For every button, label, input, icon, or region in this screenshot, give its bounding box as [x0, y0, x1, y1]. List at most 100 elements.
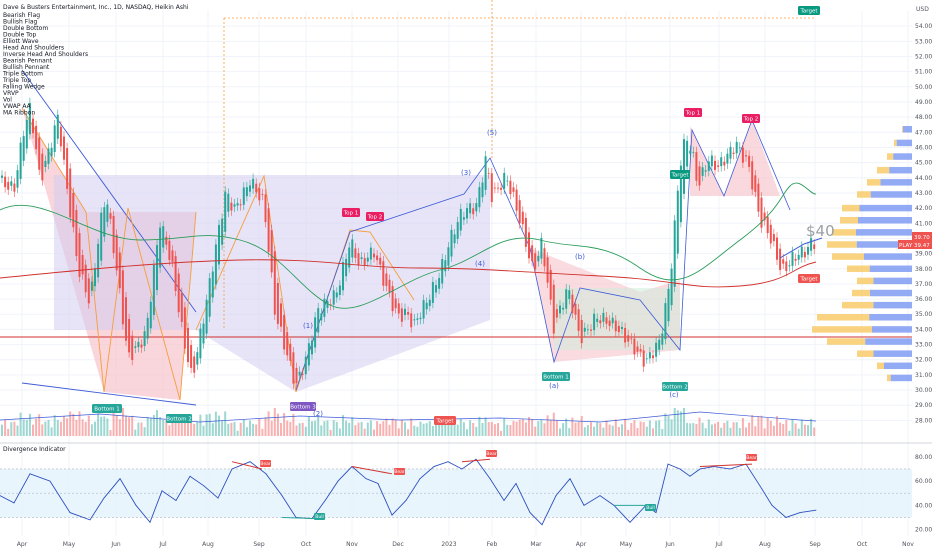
volume-bar [565, 418, 568, 436]
volume-bar [664, 413, 667, 436]
candle-body [518, 200, 521, 224]
candle-body [726, 153, 729, 164]
volume-bar [78, 411, 81, 436]
bottom-3-tag: Bottom 3 [290, 402, 316, 411]
volume-bar [112, 412, 115, 436]
candle-body [435, 285, 437, 293]
indicator-point [49, 480, 51, 482]
candle-body [698, 166, 701, 186]
divergence-tag: Bear [260, 460, 271, 467]
volume-bar [518, 419, 521, 436]
volume-bar [642, 422, 645, 436]
volume-bar [704, 428, 707, 436]
volume-bar [75, 419, 78, 436]
volume-bar [121, 408, 124, 436]
price-tag-text: 39.47 [914, 243, 930, 249]
volume-bar [679, 411, 682, 436]
candle-body [583, 327, 586, 332]
profile-bar-buy [869, 314, 912, 321]
bottom-1-tag: Bottom 1 [542, 372, 570, 381]
candle-body [695, 152, 698, 181]
candle-body [419, 317, 422, 320]
volume-bar [707, 419, 710, 436]
volume-bar [497, 423, 499, 436]
profile-bar-sell [857, 277, 874, 285]
volume-bar [779, 422, 782, 436]
volume-bar [813, 427, 816, 436]
volume-bar [385, 418, 388, 436]
profile-bar-sell [842, 301, 874, 309]
candle-body [283, 315, 286, 350]
indicator-axis[interactable]: 80.00 60.00 40.00 20.00 [915, 454, 932, 534]
price-tick-label: 29.00 [915, 402, 932, 409]
price-tick-label: 46.00 [915, 144, 932, 151]
volume-bar [503, 418, 506, 436]
indicator-label: VRVP [3, 90, 19, 97]
candle-body [286, 332, 289, 356]
profile-bar-buy [864, 253, 912, 260]
price-axis[interactable]: USD 54.00 53.00 52.00 51.00 50.00 49.00 48.00 4… [915, 6, 932, 424]
profile-bar-buy [873, 277, 912, 285]
candle-body [751, 161, 754, 190]
volume-bar [810, 418, 813, 436]
price-tick-label: 31.00 [915, 372, 932, 379]
price-tick-label: 50.00 [915, 84, 932, 91]
candle-body [686, 140, 689, 167]
indicator-label: Double Bottom [3, 25, 48, 32]
candle-body [794, 258, 797, 261]
volume-bar [667, 416, 670, 436]
candle-body [292, 352, 295, 384]
candle-body [769, 224, 772, 244]
volume-bar [97, 413, 100, 436]
candle-body [413, 319, 416, 321]
candle-body [47, 148, 50, 164]
candle-body [478, 187, 481, 208]
candle-body [332, 290, 335, 305]
candle-body [317, 308, 320, 333]
candle-body [512, 187, 515, 192]
volume-bar [726, 420, 729, 436]
top-2-tag-text: Top 2 [367, 214, 383, 220]
candle-body [459, 208, 462, 231]
candle-body [295, 367, 298, 384]
bullish-pennant-zone [554, 288, 680, 350]
volume-bar [233, 422, 236, 436]
volume-bar [162, 419, 165, 436]
volume-bar [683, 408, 685, 436]
candle-body [373, 253, 375, 258]
time-tick-label: Jun [110, 541, 121, 548]
profile-bar-buy [870, 289, 912, 297]
divergence-tag-box [260, 460, 271, 467]
indicator-label: Falling Wedge [3, 84, 45, 91]
volume-bar [81, 419, 84, 436]
candle-body [258, 188, 261, 201]
volume-bar [782, 423, 785, 436]
elliott-wave-label: (5) [487, 129, 497, 137]
indicator-point [135, 504, 137, 506]
candle-body [667, 288, 670, 322]
candle-body [301, 373, 304, 375]
candle-body [16, 170, 19, 188]
volume-bar [472, 422, 475, 436]
candle-body [648, 352, 651, 359]
candle-body [497, 187, 499, 189]
indicator-label: Bullish Pennant [3, 64, 50, 71]
bear-divergence-line [231, 461, 263, 470]
ma-green-line [0, 182, 817, 309]
volume-bar [394, 419, 397, 436]
price-tick-label: 32.00 [915, 357, 932, 364]
subpanel-title: Divergence Indicator [3, 446, 66, 453]
volume-bar [580, 415, 583, 436]
divergence-tag-box [394, 468, 405, 475]
volume-bar [769, 420, 772, 436]
candle-body [642, 350, 645, 367]
divergence-tag-box [645, 504, 656, 511]
candle-body [586, 329, 589, 331]
volume-bar [785, 420, 788, 436]
volume-bar [273, 408, 276, 436]
indicator-point [391, 514, 393, 516]
profile-bar-buy [865, 338, 912, 345]
time-axis[interactable]: Apr May Jun Jul Aug Sep Oct Nov Dec 2023 Feb Mar Apr… [17, 541, 914, 548]
volume-bar [140, 422, 143, 436]
volume-bar [106, 418, 109, 436]
